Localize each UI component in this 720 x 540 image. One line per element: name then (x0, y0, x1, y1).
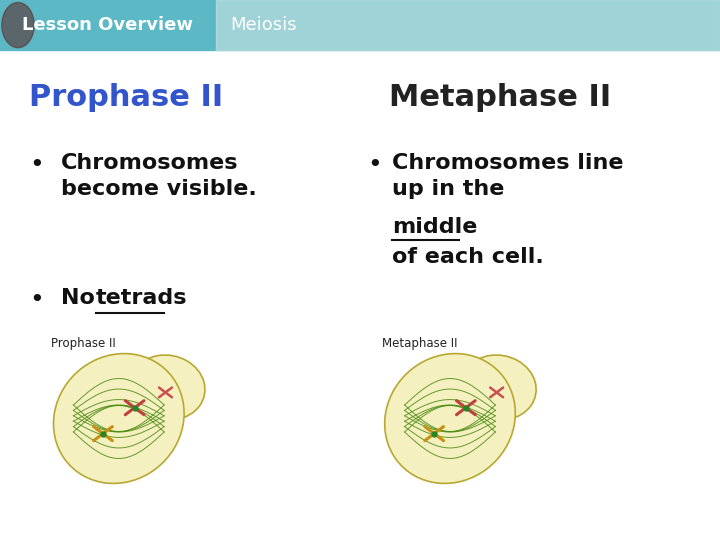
Text: Chromosomes
become visible.: Chromosomes become visible. (61, 153, 257, 199)
Text: Chromosomes line
up in the: Chromosomes line up in the (392, 153, 624, 199)
Text: Lesson Overview: Lesson Overview (22, 16, 193, 34)
Text: No: No (61, 288, 103, 308)
Ellipse shape (130, 355, 205, 420)
Ellipse shape (2, 3, 35, 48)
Text: middle: middle (392, 217, 478, 237)
Text: tetrads: tetrads (96, 288, 187, 308)
Bar (216, 0, 720, 50)
Ellipse shape (461, 355, 536, 420)
Bar (0, 0, 720, 50)
Text: Prophase II: Prophase II (29, 83, 223, 112)
Text: Prophase II: Prophase II (50, 337, 115, 350)
Ellipse shape (53, 354, 184, 483)
Text: •: • (29, 153, 43, 177)
Text: Metaphase II: Metaphase II (389, 83, 611, 112)
Text: of each cell.: of each cell. (392, 247, 544, 267)
Text: •: • (367, 153, 382, 177)
Text: Metaphase II: Metaphase II (382, 337, 457, 350)
Ellipse shape (384, 354, 516, 483)
Text: •: • (29, 288, 43, 312)
Text: Meiosis: Meiosis (230, 16, 297, 34)
